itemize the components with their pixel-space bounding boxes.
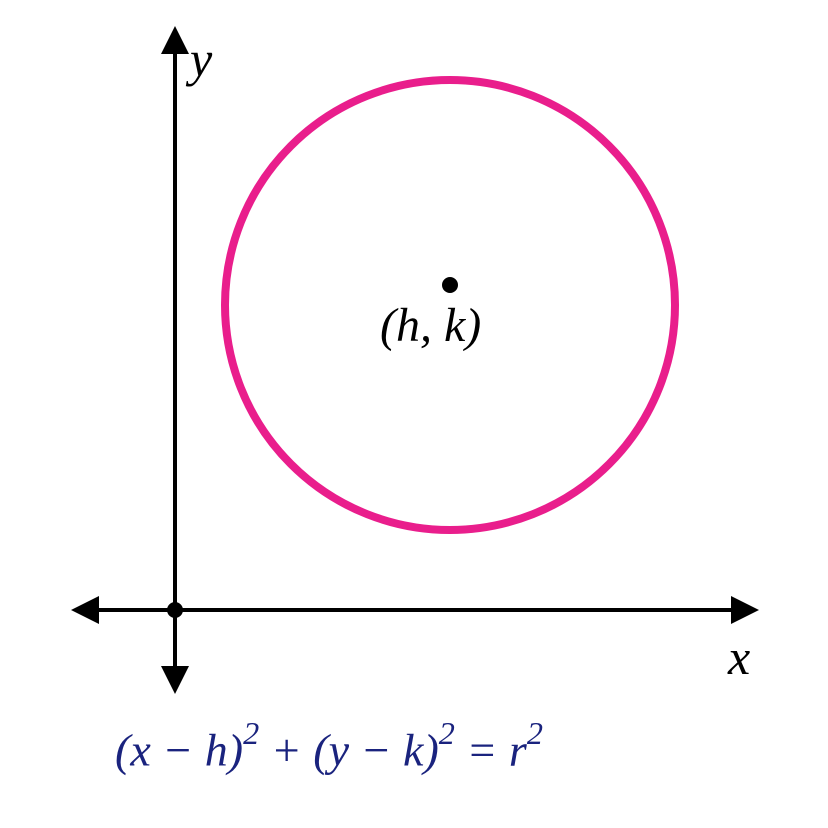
x-axis-label: x [728, 628, 750, 686]
eq-plus: + [259, 724, 313, 775]
eq-lhs1: (x − h) [115, 724, 243, 775]
y-axis-label: y [190, 30, 212, 88]
circle-equation: (x − h)2 + (y − k)2 = r2 [115, 720, 543, 776]
eq-sup2: 2 [439, 715, 455, 751]
eq-sup3: 2 [527, 715, 543, 751]
circle-equation-diagram: { "diagram": { "type": "coordinate-plane… [0, 0, 828, 828]
eq-eq: = r [455, 724, 527, 775]
eq-sup1: 2 [243, 715, 259, 751]
eq-lhs2: (y − k) [313, 724, 439, 775]
center-label: (h, k) [380, 298, 481, 353]
plot-svg [0, 0, 828, 828]
